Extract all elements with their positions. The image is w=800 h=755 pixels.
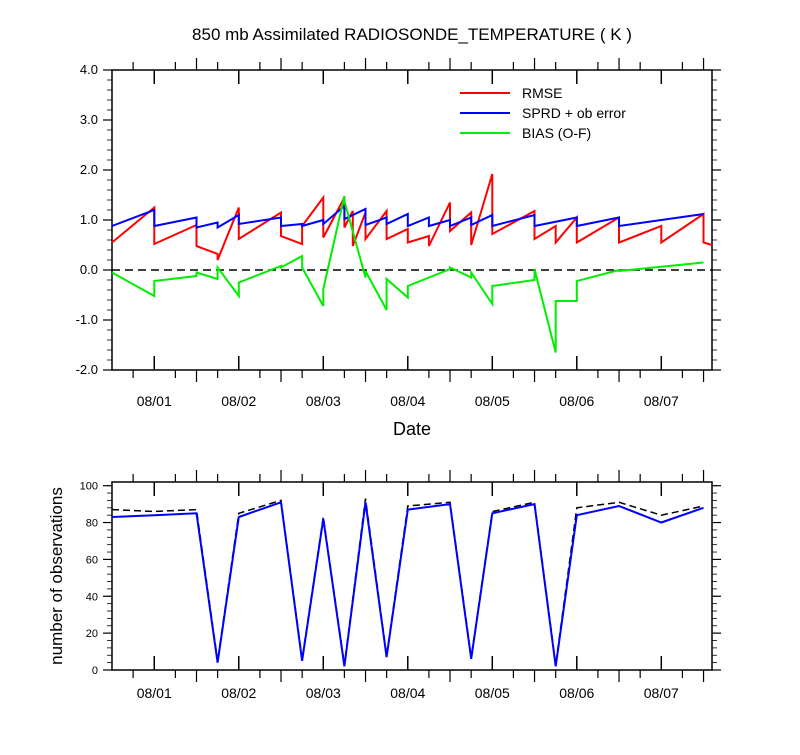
bottom-panel: 0 20 40 60 80 100 08/01 08/02 08/03 08/04 08/05 08/…: [47, 470, 721, 701]
top-xtick-label-6: 08/07: [644, 393, 679, 409]
legend-label-bias: BIAS (O-F): [522, 125, 591, 141]
top-ytick-label-0: -2.0: [76, 362, 98, 377]
bottom-xtick-label-6: 08/07: [644, 685, 679, 701]
bottom-series-assimilated-observations: [111, 500, 704, 667]
top-series-group: [111, 173, 713, 353]
top-series-bias-o-f: [111, 195, 704, 353]
top-xtick-label-3: 08/04: [390, 393, 425, 409]
top-xtick-label-0: 08/01: [137, 393, 172, 409]
top-xtick-label-1: 08/02: [221, 393, 256, 409]
top-ticks: -2.0 -1.0 0.0 1.0 2.0 3.0 4.0 08/01 08/02 08/03 08…: [76, 58, 721, 409]
top-ytick-label-3: 1.0: [80, 212, 98, 227]
legend-label-rmse: RMSE: [522, 85, 562, 101]
x-axis-label: Date: [393, 419, 431, 439]
top-series-rmse: [111, 173, 713, 261]
bottom-ytick-label-3: 60: [86, 554, 98, 566]
top-ytick-label-6: 4.0: [80, 62, 98, 77]
bottom-ytick-label-5: 100: [80, 481, 98, 493]
bottom-ytick-label-0: 0: [92, 665, 98, 677]
bottom-xtick-label-5: 08/06: [559, 685, 594, 701]
bottom-ytick-label-4: 80: [86, 518, 98, 530]
top-ytick-label-1: -1.0: [76, 312, 98, 327]
bottom-xtick-label-3: 08/04: [390, 685, 425, 701]
top-series-sprd-ob-error: [111, 203, 704, 230]
bottom-xtick-label-1: 08/02: [221, 685, 256, 701]
y-axis-label: number of observations: [47, 487, 66, 665]
bottom-series-possible-observations: [111, 498, 704, 665]
bottom-ticks: 0 20 40 60 80 100 08/01 08/02 08/03 08/04 08/05 08/…: [80, 470, 721, 701]
bottom-xtick-label-4: 08/05: [475, 685, 510, 701]
top-ytick-label-5: 3.0: [80, 112, 98, 127]
bottom-plot-frame: [111, 481, 713, 671]
top-ytick-label-2: 0.0: [80, 262, 98, 277]
top-xtick-label-5: 08/06: [559, 393, 594, 409]
top-ytick-label-4: 2.0: [80, 162, 98, 177]
top-xtick-label-2: 08/03: [306, 393, 341, 409]
bottom-ytick-label-1: 20: [86, 628, 98, 640]
top-xtick-label-4: 08/05: [475, 393, 510, 409]
legend: RMSE SPRD + ob error BIAS (O-F): [460, 85, 626, 141]
bottom-series-group: [111, 498, 704, 667]
legend-label-sprd: SPRD + ob error: [522, 105, 626, 121]
bottom-xtick-label-0: 08/01: [137, 685, 172, 701]
chart-title: 850 mb Assimilated RADIOSONDE_TEMPERATUR…: [192, 25, 632, 44]
top-panel: -2.0 -1.0 0.0 1.0 2.0 3.0 4.0 08/01 08/02 08/03 08…: [76, 58, 721, 439]
bottom-xtick-label-2: 08/03: [306, 685, 341, 701]
bottom-ytick-label-2: 40: [86, 591, 98, 603]
